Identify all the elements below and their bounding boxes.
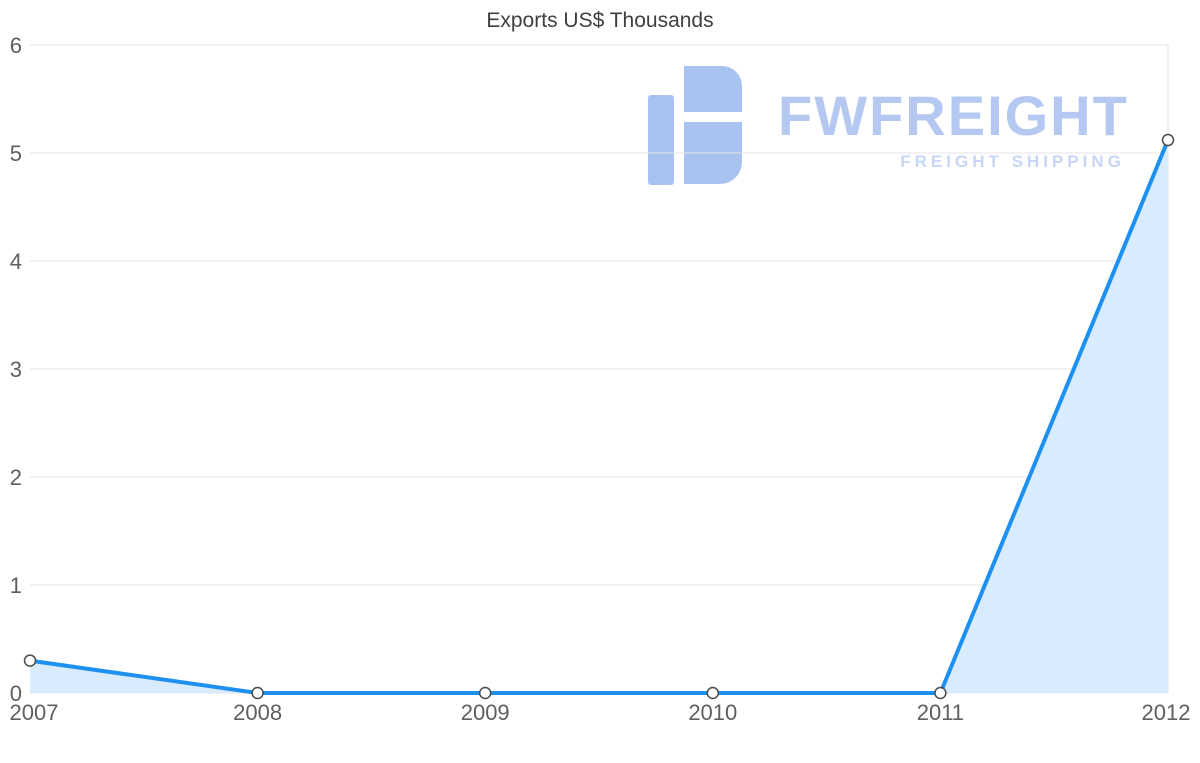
data-point-marker xyxy=(706,686,720,700)
data-point-marker xyxy=(478,686,492,700)
brand-watermark: FWFREIGHT FREIGHT SHIPPING xyxy=(648,66,1129,186)
y-tick-label: 4 xyxy=(10,249,22,274)
y-tick-label: 5 xyxy=(10,141,22,166)
brand-text: FWFREIGHT FREIGHT SHIPPING xyxy=(778,88,1129,172)
y-tick-label: 2 xyxy=(10,465,22,490)
data-point-marker xyxy=(23,654,37,667)
series-line xyxy=(28,138,1170,695)
y-tick-label: 0 xyxy=(10,681,22,706)
brand-name: FWFREIGHT xyxy=(778,84,1129,147)
series-area xyxy=(30,140,1168,694)
y-tick-label: 3 xyxy=(10,357,22,382)
y-tick-label: 6 xyxy=(10,33,22,58)
data-point-marker xyxy=(251,686,264,700)
data-point-marker xyxy=(1161,133,1175,147)
brand-logo-icon xyxy=(648,66,742,185)
data-point-marker xyxy=(934,686,947,700)
y-tick-label: 1 xyxy=(10,573,22,598)
brand-tagline: FREIGHT SHIPPING xyxy=(900,152,1125,171)
x-tick-label: 2007 xyxy=(10,700,59,725)
x-tick-label: 2011 xyxy=(917,700,964,725)
chart-title: Exports US$ Thousands xyxy=(486,9,714,32)
x-tick-label: 2009 xyxy=(461,700,510,725)
x-tick-label: 2008 xyxy=(233,700,282,725)
x-tick-label: 2010 xyxy=(688,700,737,725)
x-tick-label: 2012 xyxy=(1142,700,1191,725)
